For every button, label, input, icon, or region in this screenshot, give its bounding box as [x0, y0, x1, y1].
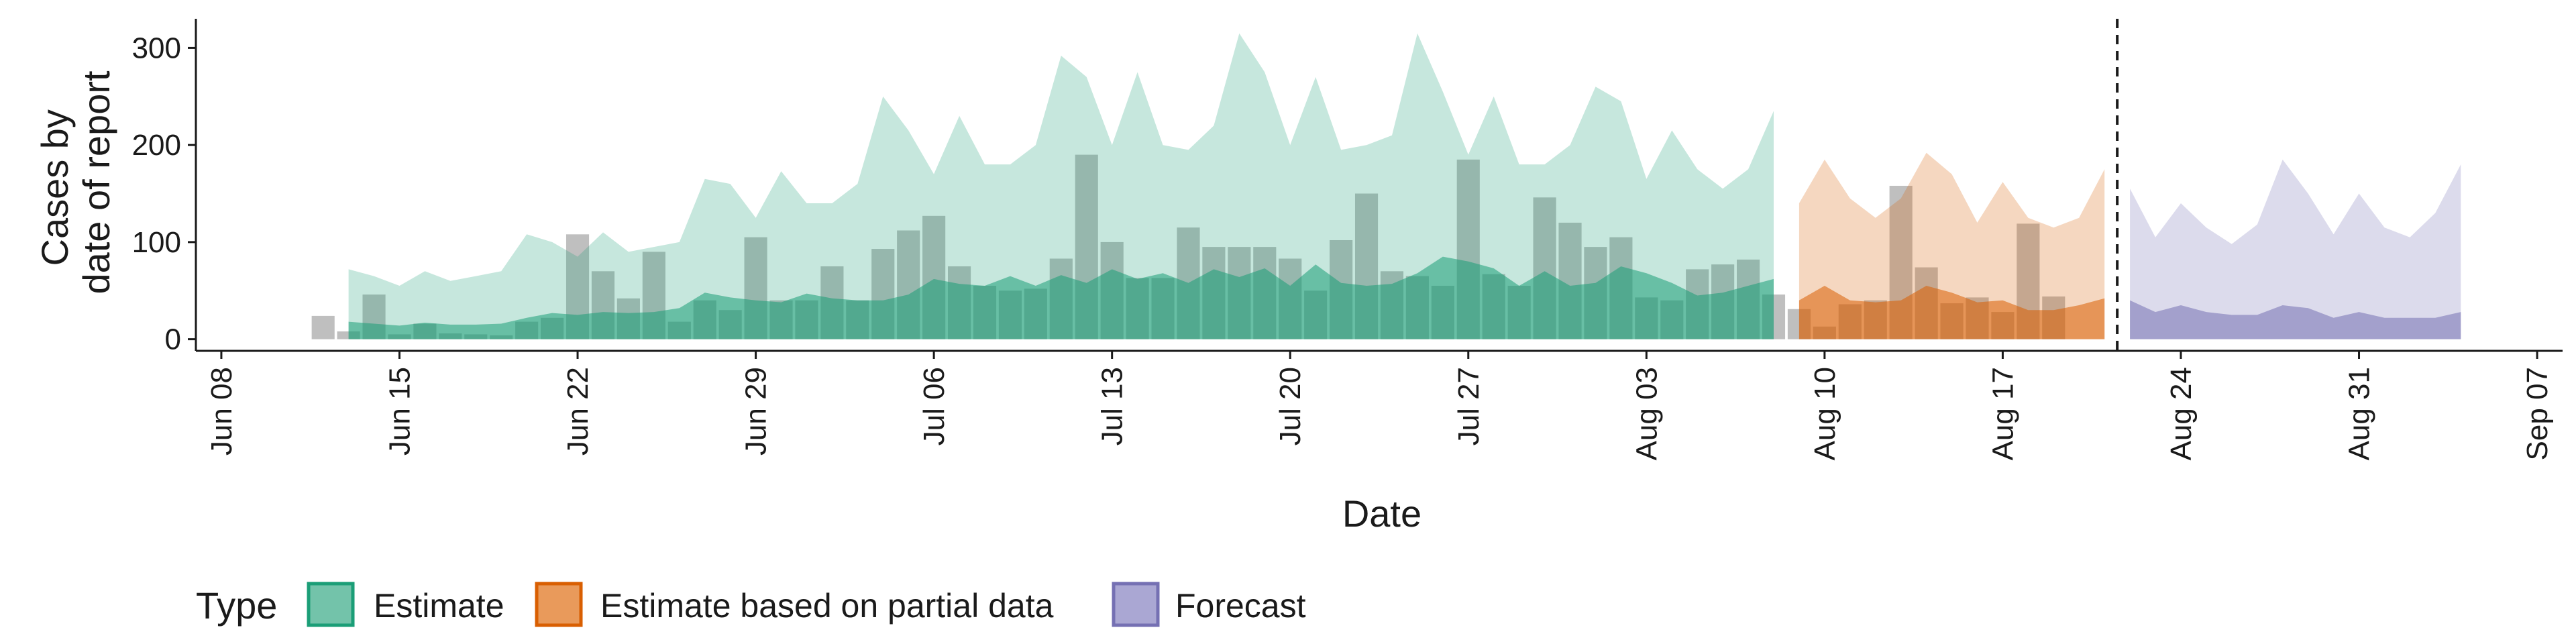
y-axis-title-line-2: date of report: [75, 70, 117, 294]
x-tick-label: Aug 03: [1630, 367, 1663, 460]
x-tick-label: Jul 06: [918, 367, 951, 445]
y-tick-label: 300: [132, 32, 181, 64]
legend-key-estimate: [307, 582, 355, 627]
legend-title: Type: [196, 584, 277, 627]
x-tick-label: Jun 29: [740, 367, 773, 455]
legend-key-forecast: [1112, 582, 1160, 627]
y-axis-title: Cases by date of report: [34, 70, 117, 294]
legend: Type Estimate Estimate based on partial …: [196, 582, 1306, 627]
x-tick-label: Jul 20: [1274, 367, 1307, 445]
y-axis-ticks: 0 100 200 300: [132, 32, 196, 356]
x-axis-title: Date: [1342, 492, 1421, 535]
legend-label-partial: Estimate based on partial data: [600, 587, 1054, 625]
y-tick-label: 100: [132, 226, 181, 259]
x-tick-label: Sep 07: [2521, 367, 2554, 460]
x-tick-label: Jul 13: [1096, 367, 1129, 445]
y-tick-label: 200: [132, 129, 181, 162]
ribbon-estimate-outer: [348, 33, 1774, 339]
estimate-areas: [348, 33, 2461, 339]
x-tick-label: Jul 27: [1452, 367, 1485, 445]
ribbon-estimate-inner: [348, 256, 1774, 339]
legend-label-estimate: Estimate: [374, 587, 504, 625]
x-tick-label: Aug 17: [1986, 367, 2019, 460]
axes: 0 100 200 300 Jun 08 Jun 15 Jun 22 Jun 29 Jul 0…: [132, 19, 2563, 460]
y-axis-title-line-1: Cases by: [34, 109, 76, 266]
x-tick-label: Jun 15: [383, 367, 416, 455]
ribbon-forecast-inner: [2130, 300, 2461, 339]
x-tick-label: Aug 31: [2343, 367, 2376, 460]
reported-case-bar: [311, 315, 335, 339]
legend-label-forecast: Forecast: [1175, 587, 1306, 625]
legend-key-partial: [535, 582, 583, 627]
y-tick-label: 0: [165, 323, 181, 356]
x-axis-ticks: Jun 08 Jun 15 Jun 22 Jun 29 Jul 06 Jul 13 Jul …: [205, 351, 2554, 460]
ribbon-forecast-outer: [2130, 159, 2461, 339]
x-tick-label: Jun 22: [561, 367, 594, 455]
x-tick-label: Jun 08: [205, 367, 238, 455]
x-tick-label: Aug 24: [2165, 367, 2198, 460]
ribbon-estimate-based-on-partial-data-outer: [1799, 152, 2105, 339]
ribbon-estimate-based-on-partial-data-inner: [1799, 286, 2105, 339]
x-tick-label: Aug 10: [1809, 367, 1841, 460]
